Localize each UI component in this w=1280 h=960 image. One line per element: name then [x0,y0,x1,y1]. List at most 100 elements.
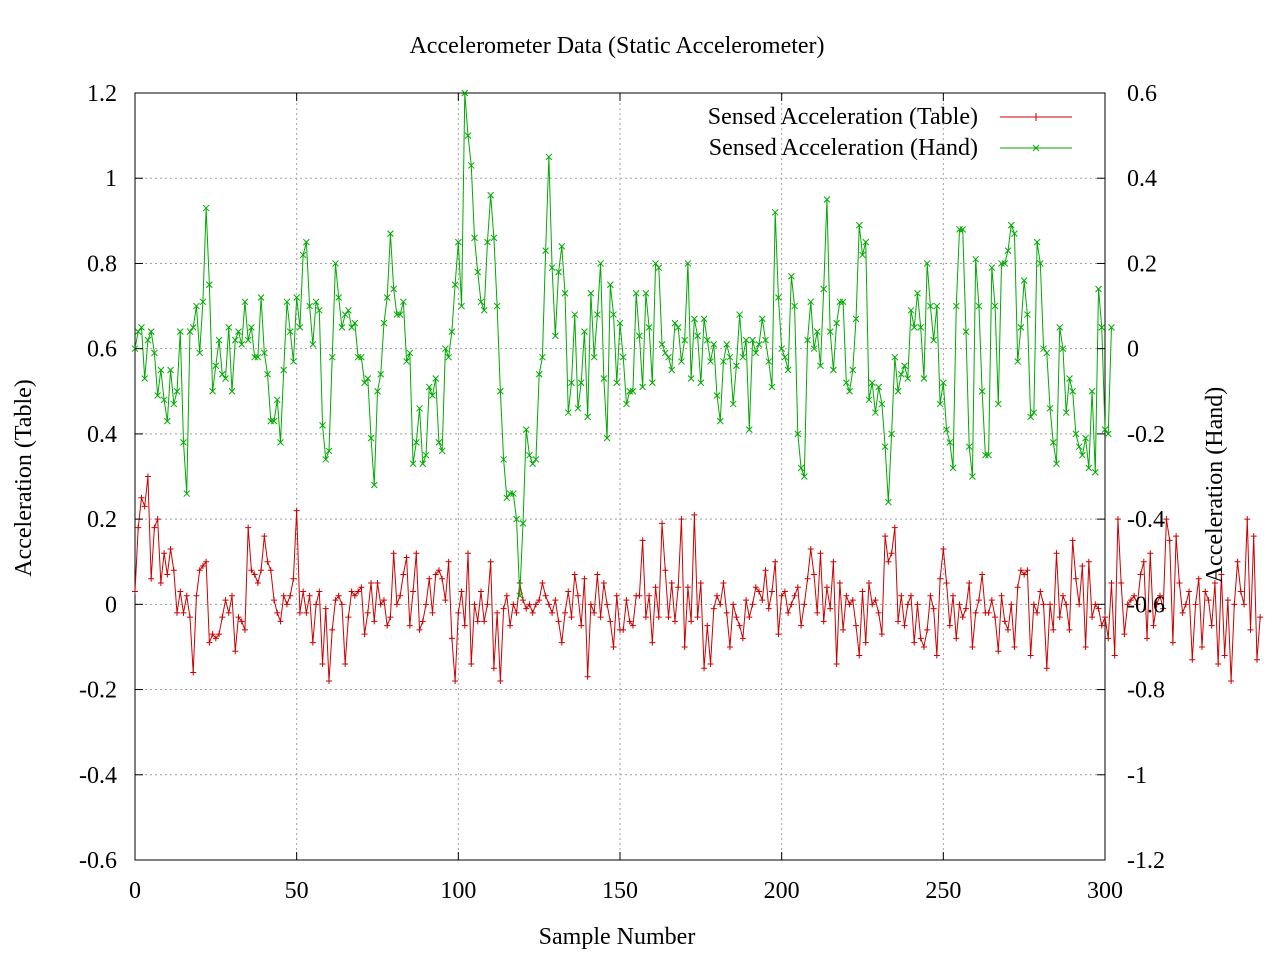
data-point [943,426,950,433]
data-point [455,609,462,616]
data-point [306,592,313,599]
data-point [138,494,145,501]
data-point [1040,345,1047,353]
data-point [300,588,307,595]
data-point [885,558,892,565]
data-point [468,660,475,667]
data-point [836,298,844,306]
data-point [519,520,527,527]
legend-marker-table [1032,113,1040,121]
data-point [1098,324,1106,331]
data-point [565,588,572,595]
data-point [649,639,656,646]
data-point [891,524,898,531]
data-point [267,567,274,574]
data-point [545,601,552,608]
y-tick-label: -0.2 [79,678,117,704]
data-point [959,226,967,233]
data-point [629,387,637,395]
data-point [383,294,391,301]
data-point [1053,550,1060,557]
data-point [1134,601,1141,608]
data-point [897,370,905,378]
data-point [138,324,145,331]
series-layer [131,89,1264,685]
data-point [820,285,828,293]
data-point [494,609,501,616]
data-point [1169,639,1176,646]
data-point [280,592,287,599]
data-point [668,580,675,587]
data-point [1005,626,1011,633]
data-point [338,601,345,608]
data-point [387,230,394,237]
data-point [878,400,886,408]
data-point [555,618,562,625]
data-point [636,592,643,599]
data-point [542,247,549,255]
data-point [755,341,763,348]
data-point [309,639,316,646]
data-point [927,302,934,310]
data-point [1033,238,1041,246]
data-point [507,622,514,629]
data-point [429,392,436,399]
data-point [927,592,934,599]
data-point [1046,404,1054,412]
data-point [726,643,733,650]
data-point [891,353,899,361]
data-point [1047,601,1054,608]
y2-tick-label: -0.2 [1127,422,1165,448]
data-point [400,298,407,306]
data-point [671,618,678,625]
data-point [771,208,779,216]
data-point [1118,580,1125,587]
y-tick-label: -0.4 [79,763,117,789]
data-point [368,580,375,587]
data-point [636,332,643,340]
legend-label-hand: Sensed Acceleration (Hand) [709,135,978,161]
data-point [1189,656,1196,663]
data-point [590,353,598,361]
data-point [410,588,417,595]
data-point [952,302,960,310]
data-point [577,379,585,387]
data-point [911,639,918,646]
data-point [881,443,889,451]
data-point [700,315,708,323]
data-point [260,349,268,357]
data-point [426,575,433,582]
data-point [717,601,724,608]
data-point [199,562,206,569]
data-point [956,601,963,608]
grid [135,93,1105,860]
data-point [652,584,659,591]
data-point [500,456,507,463]
data-point [370,481,378,489]
data-point [196,567,203,574]
data-point [623,400,630,408]
data-point [231,336,239,344]
data-point [584,413,592,421]
data-point [607,618,614,625]
data-point [917,324,925,331]
data-point [933,302,941,310]
data-point [445,558,452,565]
data-point [730,601,737,608]
data-point [613,592,620,599]
data-point [623,597,630,604]
data-point [144,336,152,344]
data-point [749,336,756,344]
data-point [1231,601,1238,608]
data-point [674,324,682,331]
y2-tick-label: -0.4 [1127,507,1165,533]
data-point [920,375,928,382]
data-point [1131,592,1138,599]
data-point [956,226,963,233]
data-point [280,366,288,374]
data-point [975,302,983,310]
data-point [564,409,572,416]
data-point [345,614,352,621]
data-point [148,575,155,582]
